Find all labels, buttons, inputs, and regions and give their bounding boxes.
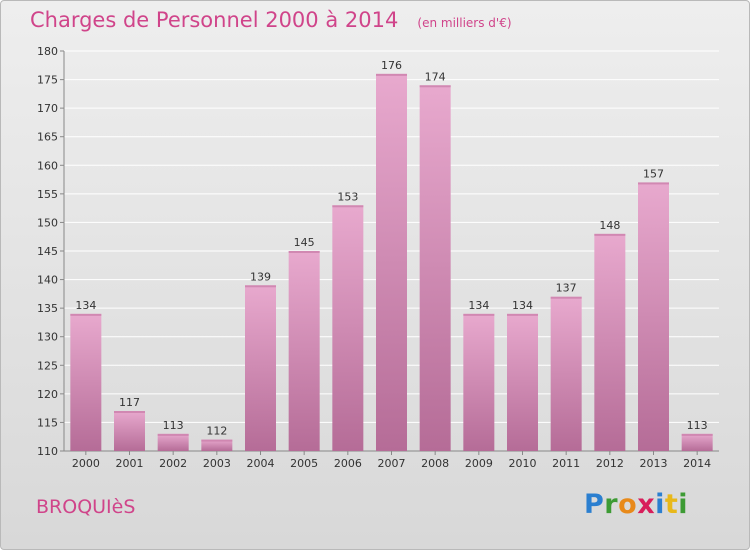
proxiti-logo: Proxiti (584, 489, 688, 520)
x-tick-label: 2002 (159, 457, 187, 470)
x-tick-label: 2013 (640, 457, 668, 470)
bar-top-edge (638, 182, 669, 185)
y-tick-label: 180 (37, 45, 58, 58)
value-label: 174 (425, 70, 446, 83)
x-tick-label: 2000 (72, 457, 100, 470)
x-tick-label: 2012 (596, 457, 624, 470)
bars (70, 73, 713, 452)
value-label: 157 (643, 167, 664, 180)
y-tick-label: 110 (37, 445, 58, 458)
x-tick-label: 2003 (203, 457, 231, 470)
bar (594, 233, 626, 451)
x-tick-label: 2008 (421, 457, 449, 470)
bar (114, 411, 145, 451)
y-tick-label: 160 (37, 159, 58, 172)
y-tick-label: 120 (37, 388, 58, 401)
y-tick-label: 130 (37, 331, 58, 344)
value-label: 113 (687, 419, 708, 432)
bar (157, 433, 189, 451)
y-tick-label: 170 (37, 102, 58, 115)
x-tick-label: 2007 (378, 457, 406, 470)
logo-letter: t (664, 489, 679, 520)
title-row: Charges de Personnel 2000 à 2014 (en mil… (30, 8, 512, 32)
bar (376, 73, 407, 451)
x-tick-label: 2006 (334, 457, 362, 470)
bar (70, 313, 102, 451)
value-label: 137 (556, 282, 577, 295)
x-tick-label: 2005 (290, 457, 318, 470)
logo-letter: r (604, 489, 619, 520)
value-label: 176 (381, 59, 402, 72)
x-tick-label: 2014 (683, 457, 711, 470)
bar (288, 251, 320, 451)
logo-letter: i (655, 489, 665, 520)
bar-top-edge (114, 411, 145, 413)
x-tick-label: 2009 (465, 457, 493, 470)
y-tick-label: 165 (37, 131, 58, 144)
y-tick-label: 175 (37, 74, 58, 87)
value-label: 145 (294, 236, 315, 249)
bar (245, 285, 276, 451)
x-tick-label: 2011 (552, 457, 580, 470)
bar-top-edge (157, 433, 189, 436)
value-label: 153 (337, 190, 358, 203)
bar-top-edge (594, 233, 626, 236)
bar-top-edge (332, 205, 364, 208)
y-tick-label: 150 (37, 216, 58, 229)
logo-letter: o (618, 489, 638, 520)
bar (681, 433, 713, 451)
x-tick-label: 2004 (247, 457, 275, 470)
commune-name: BROQUIèS (36, 496, 136, 518)
bar-top-edge (376, 73, 407, 76)
bar (332, 205, 364, 451)
value-label: 112 (206, 425, 227, 438)
value-label: 134 (75, 299, 96, 312)
bar (550, 296, 582, 451)
bar-top-edge (70, 313, 102, 316)
y-tick-label: 115 (37, 416, 58, 429)
y-tick-label: 135 (37, 302, 58, 315)
bar-top-edge (681, 433, 713, 436)
value-label: 134 (512, 299, 533, 312)
x-tick-label: 2010 (509, 457, 537, 470)
bar (463, 313, 495, 451)
bar (507, 313, 538, 451)
chart-unit: (en milliers d'€) (417, 16, 512, 30)
y-tick-label: 155 (37, 188, 58, 201)
bar-top-edge (288, 251, 320, 253)
value-label: 113 (163, 419, 184, 432)
x-tick-label: 2001 (116, 457, 144, 470)
logo-letter: P (584, 489, 605, 520)
bar (201, 439, 233, 451)
bar-top-edge (245, 285, 276, 288)
bar-top-edge (419, 85, 451, 88)
chart-title: Charges de Personnel 2000 à 2014 (30, 8, 399, 32)
value-label: 117 (119, 396, 140, 409)
bar-top-edge (201, 439, 233, 442)
value-label: 148 (599, 219, 620, 232)
value-label: 139 (250, 270, 271, 283)
y-tick-label: 145 (37, 245, 58, 258)
bar-top-edge (507, 313, 538, 316)
logo-letter: i (678, 489, 689, 520)
y-tick-label: 125 (37, 359, 58, 372)
bar-top-edge (550, 296, 582, 299)
logo-letter: x (637, 489, 656, 520)
labels: 134 2000 117 2001 113 2002 112 2003 139 2004 145 20… (72, 59, 711, 470)
bar (638, 182, 669, 451)
bar-top-edge (463, 313, 495, 316)
value-label: 134 (468, 299, 489, 312)
bar (419, 85, 451, 452)
y-tick-label: 140 (37, 274, 58, 287)
